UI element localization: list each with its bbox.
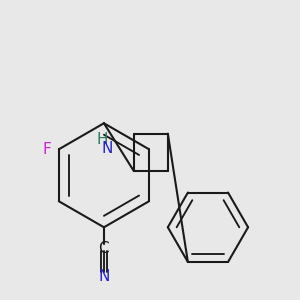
Text: F: F	[43, 142, 52, 157]
Text: H: H	[97, 132, 108, 147]
Text: C: C	[99, 241, 109, 256]
Text: N: N	[101, 141, 112, 156]
Text: N: N	[98, 269, 110, 284]
